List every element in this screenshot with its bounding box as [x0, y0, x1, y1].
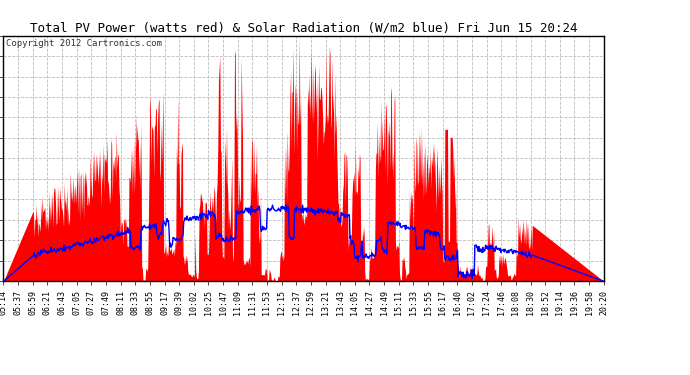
Title: Total PV Power (watts red) & Solar Radiation (W/m2 blue) Fri Jun 15 20:24: Total PV Power (watts red) & Solar Radia… — [30, 21, 578, 34]
Text: Copyright 2012 Cartronics.com: Copyright 2012 Cartronics.com — [6, 39, 162, 48]
